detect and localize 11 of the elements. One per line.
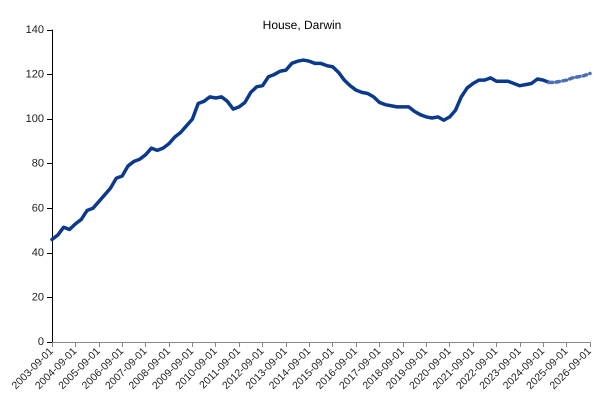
y-tick-label: 20	[32, 291, 44, 304]
chart-title: House, Darwin	[262, 18, 342, 32]
y-tick-label: 0	[38, 336, 44, 348]
y-tick-label: 100	[26, 113, 44, 126]
y-tick-label: 140	[26, 24, 44, 36]
line-series	[50, 58, 551, 242]
y-tick-label: 60	[32, 202, 44, 214]
y-tick-label: 80	[32, 158, 44, 170]
line-series	[547, 72, 592, 84]
y-tick-label: 120	[26, 68, 44, 81]
y-tick-label: 40	[32, 246, 44, 259]
